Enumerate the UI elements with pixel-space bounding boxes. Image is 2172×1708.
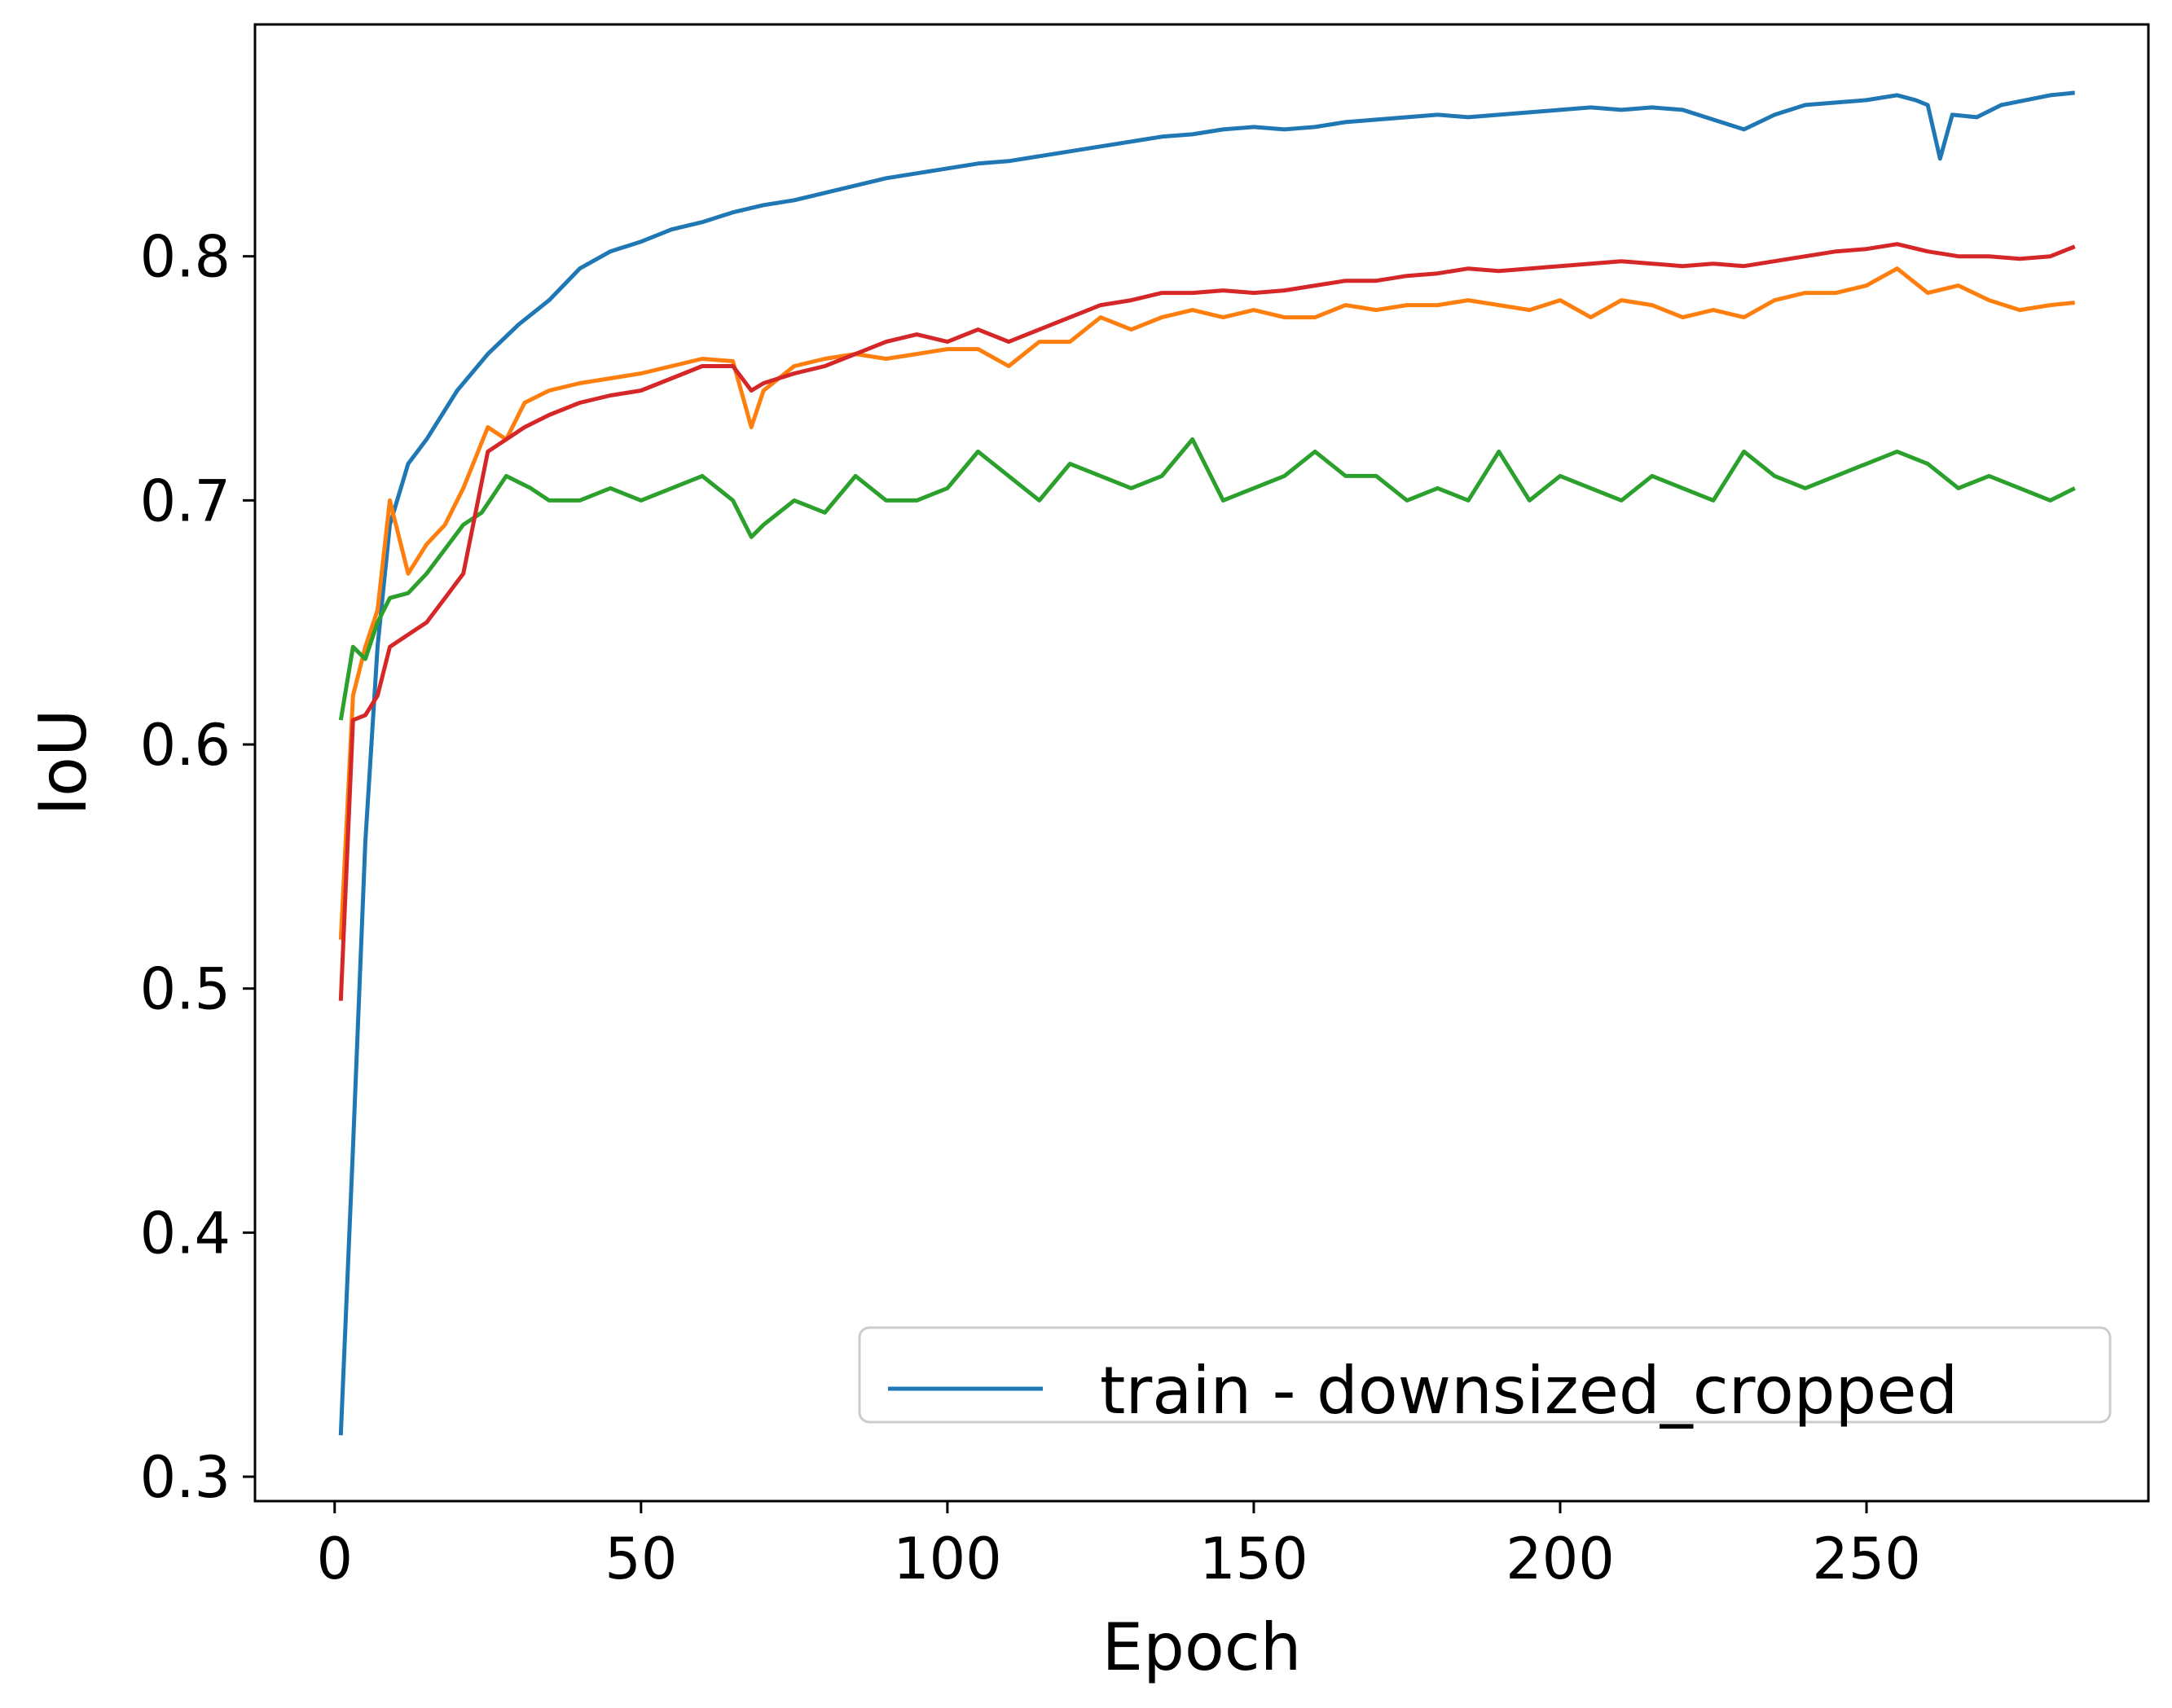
x-axis-ticks: 0 50 100 150 200 250	[317, 1501, 1921, 1592]
legend-label-train: train - downsized_cropped	[1100, 1353, 1958, 1429]
y-tick-label: 0.4	[140, 1200, 231, 1267]
y-tick-label: 0.3	[140, 1444, 231, 1511]
x-tick-label: 250	[1812, 1526, 1921, 1592]
series-line-3	[338, 242, 2076, 1001]
x-axis-label: Epoch	[1102, 1609, 1302, 1685]
legend-box	[858, 1326, 2112, 1424]
y-tick-label: 0.8	[140, 224, 231, 291]
x-tick-label: 150	[1199, 1526, 1308, 1592]
x-tick-label: 200	[1506, 1526, 1615, 1592]
series-line-0	[338, 90, 2075, 1436]
series-layer	[338, 90, 2076, 1436]
legend: train - downsized_cropped	[858, 1326, 2112, 1429]
x-tick-label: 0	[317, 1526, 354, 1592]
y-tick-label: 0.5	[140, 956, 231, 1023]
y-tick-label: 0.6	[140, 712, 231, 779]
series-line-1	[338, 266, 2075, 940]
y-tick-label: 0.7	[140, 468, 231, 534]
plot-area-frame	[253, 23, 2150, 1503]
x-tick-label: 100	[893, 1526, 1002, 1592]
y-axis-ticks: 0.3 0.4 0.5 0.6 0.7 0.8	[140, 224, 255, 1511]
series-line-2	[338, 437, 2076, 721]
x-tick-label: 50	[605, 1526, 677, 1592]
y-axis-label: IoU	[25, 709, 101, 815]
